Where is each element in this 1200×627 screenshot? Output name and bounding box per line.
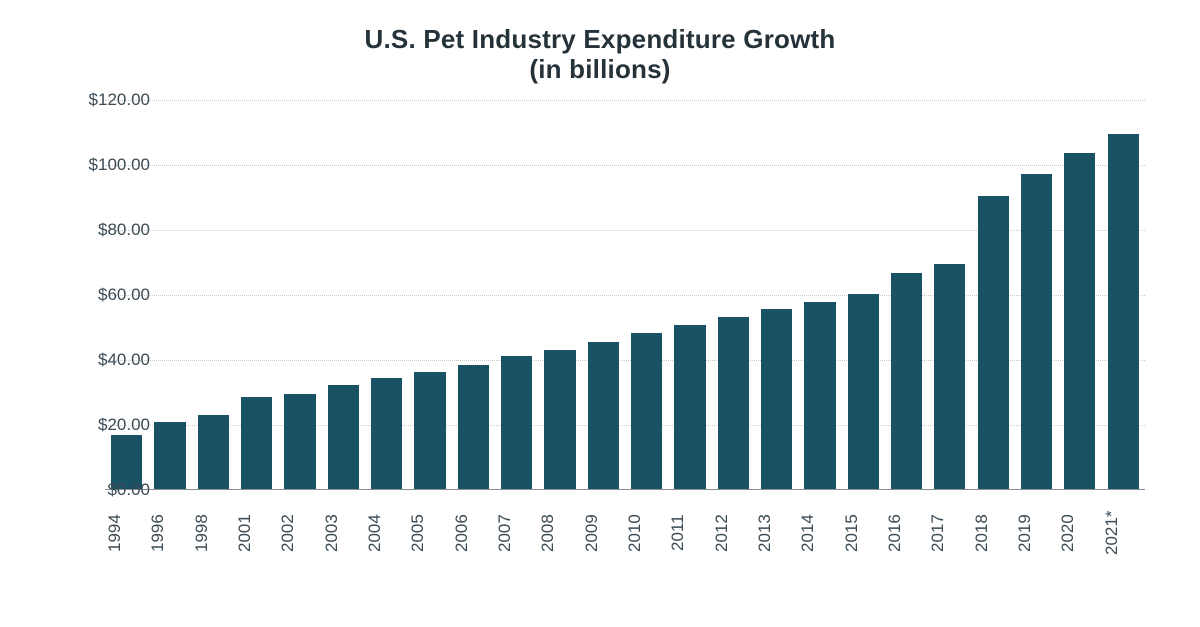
x-tick-label: 2011 [668, 498, 711, 574]
x-tick-label: 2010 [625, 498, 668, 574]
x-tick-label: 2005 [408, 498, 451, 574]
x-tick-label: 2003 [322, 498, 365, 574]
x-axis-labels: 1994199619982001200220032004200520062007… [105, 498, 1145, 574]
y-tick-label: $0.00 [70, 480, 150, 500]
bar [631, 333, 662, 490]
x-tick-label: 2018 [972, 498, 1015, 574]
bar-chart: U.S. Pet Industry Expenditure Growth (in… [0, 0, 1200, 627]
x-tick-label: 2020 [1058, 498, 1101, 574]
bar [501, 356, 532, 490]
bar-slot [582, 100, 625, 490]
y-tick-label: $60.00 [70, 285, 150, 305]
y-tick-label: $120.00 [70, 90, 150, 110]
y-tick-label: $100.00 [70, 155, 150, 175]
bar-slot [798, 100, 841, 490]
plot-area [105, 100, 1145, 490]
bar-slot [625, 100, 668, 490]
x-tick-label: 1996 [148, 498, 191, 574]
bar [1108, 134, 1139, 490]
x-tick-label: 2012 [712, 498, 755, 574]
x-axis-line [105, 489, 1145, 490]
bar [674, 325, 705, 490]
bar-slot [1015, 100, 1058, 490]
bars-container [105, 100, 1145, 490]
chart-title-line1: U.S. Pet Industry Expenditure Growth [0, 24, 1200, 55]
chart-title-line2: (in billions) [0, 54, 1200, 85]
x-tick-label: 2009 [582, 498, 625, 574]
x-tick-label: 2013 [755, 498, 798, 574]
bar [414, 372, 445, 490]
x-tick-label: 2002 [278, 498, 321, 574]
bar [154, 422, 185, 490]
x-tick-label: 2007 [495, 498, 538, 574]
bar-slot [452, 100, 495, 490]
bar-slot [365, 100, 408, 490]
bar-slot [928, 100, 971, 490]
bar [804, 302, 835, 491]
bar-slot [842, 100, 885, 490]
bar [328, 385, 359, 490]
bar [1064, 153, 1095, 490]
bar-slot [972, 100, 1015, 490]
bar-slot [538, 100, 581, 490]
bar-slot [1102, 100, 1145, 490]
bar [284, 394, 315, 490]
bar [718, 317, 749, 490]
y-tick-label: $20.00 [70, 415, 150, 435]
bar [761, 309, 792, 490]
x-tick-label: 2008 [538, 498, 581, 574]
bar [241, 397, 272, 490]
bar-slot [148, 100, 191, 490]
bar [1021, 174, 1052, 490]
bar [458, 365, 489, 490]
x-tick-label: 2001 [235, 498, 278, 574]
bar-slot [755, 100, 798, 490]
bar-slot [495, 100, 538, 490]
bar-slot [278, 100, 321, 490]
x-tick-label: 2021* [1102, 498, 1145, 574]
bar [371, 378, 402, 490]
bar [544, 350, 575, 490]
x-tick-label: 2017 [928, 498, 971, 574]
bar-slot [668, 100, 711, 490]
bar [891, 273, 922, 490]
bar [198, 415, 229, 490]
x-tick-label: 1998 [192, 498, 235, 574]
bar [978, 196, 1009, 490]
bar-slot [712, 100, 755, 490]
bar-slot [1058, 100, 1101, 490]
bar-slot [322, 100, 365, 490]
bar [848, 294, 879, 490]
bar-slot [885, 100, 928, 490]
x-tick-label: 2016 [885, 498, 928, 574]
x-tick-label: 2004 [365, 498, 408, 574]
bar [934, 264, 965, 490]
y-tick-label: $80.00 [70, 220, 150, 240]
bar-slot [192, 100, 235, 490]
x-tick-label: 2019 [1015, 498, 1058, 574]
x-tick-label: 2015 [842, 498, 885, 574]
x-tick-label: 2006 [452, 498, 495, 574]
bar-slot [408, 100, 451, 490]
bar-slot [235, 100, 278, 490]
bar [588, 342, 619, 490]
y-tick-label: $40.00 [70, 350, 150, 370]
x-tick-label: 1994 [105, 498, 148, 574]
x-tick-label: 2014 [798, 498, 841, 574]
